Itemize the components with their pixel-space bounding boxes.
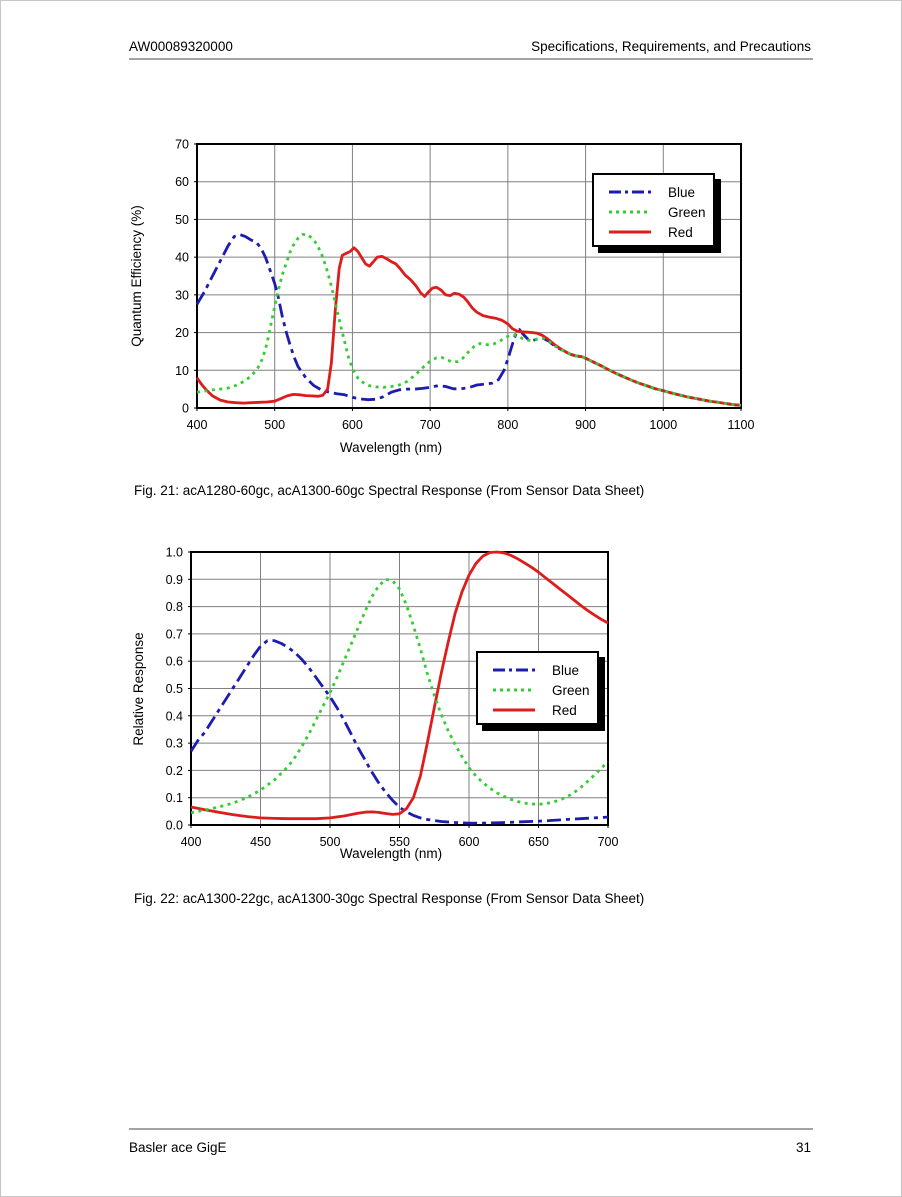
x-tick-label: 1000: [649, 418, 677, 432]
relative-response-plot: 400 450 500 550 600 650 700 0.0 0.1 0.2 0.3 0.4 0.5 0…: [121, 541, 771, 871]
y-tick-label: 70: [175, 138, 189, 152]
footer-product-name: Basler ace GigE: [129, 1140, 227, 1155]
blue-line-sample: [493, 668, 535, 672]
chart-legend: Blue Green Red: [476, 651, 599, 725]
figure-22-caption: Fig. 22: acA1300-22gc, acA1300-30gc Spec…: [134, 891, 645, 906]
x-tick-label: 600: [459, 835, 480, 849]
footer-page-number: 31: [795, 1140, 811, 1155]
header-section-title: Specifications, Requirements, and Precau…: [531, 39, 811, 54]
legend-entry-red: Red: [491, 700, 597, 720]
y-tick-label: 0.6: [166, 655, 183, 669]
series-path-blue: [189, 639, 609, 825]
y-tick-label: 60: [175, 175, 189, 189]
x-axis-title: Wavelength (nm): [340, 846, 442, 861]
chart-canvas: 400 450 500 550 600 650 700 0.0 0.1 0.2 0.3 0.4 0.5 0…: [131, 546, 619, 862]
x-tick-label: 700: [598, 835, 619, 849]
series-path-blue: [195, 233, 742, 407]
x-tick-label: 900: [575, 418, 596, 432]
header-rule: [129, 58, 813, 60]
y-tick-label: 0.0: [166, 819, 183, 833]
series-path-green: [196, 233, 742, 407]
y-tick-label: 1.0: [166, 546, 183, 560]
y-tick-label: 0: [182, 402, 189, 416]
legend-entry-red: Red: [607, 222, 713, 242]
y-tick-label: 40: [175, 251, 189, 265]
y-axis-title: Relative Response: [131, 632, 146, 745]
quantum-efficiency-plot: 400 500 600 700 800 900 1000 1100 0 10 20 30 40 50 60 7…: [121, 134, 771, 464]
x-tick-label: 500: [264, 418, 285, 432]
green-line-sample: [609, 210, 651, 214]
legend-entry-green: Green: [607, 202, 713, 222]
y-tick-label: 20: [175, 326, 189, 340]
y-tick-label: 30: [175, 288, 189, 302]
y-tick-label: 0.1: [166, 791, 183, 805]
legend-label: Red: [552, 702, 577, 718]
y-tick-label: 0.3: [166, 737, 183, 751]
x-tick-label: 650: [528, 835, 549, 849]
red-line-sample: [609, 230, 651, 234]
x-tick-label: 800: [497, 418, 518, 432]
x-axis-title: Wavelength (nm): [340, 440, 442, 455]
plot-border: [190, 551, 609, 826]
x-tick-label: 400: [181, 835, 202, 849]
y-tick-label: 0.5: [166, 682, 183, 696]
y-tick-label: 0.4: [166, 709, 183, 723]
green-line-sample: [493, 688, 535, 692]
figure-21-chart: 400 500 600 700 800 900 1000 1100 0 10 20 30 40 50 60 7…: [121, 134, 771, 464]
blue-line-sample: [609, 190, 651, 194]
header-doc-id: AW00089320000: [129, 39, 233, 54]
y-tick-label: 0.7: [166, 627, 183, 641]
y-tick-label: 50: [175, 213, 189, 227]
y-tick-label: 10: [175, 364, 189, 378]
legend-label: Blue: [668, 184, 696, 200]
footer-rule: [129, 1128, 813, 1130]
x-tick-label: 500: [320, 835, 341, 849]
x-tick-label: 1100: [728, 418, 755, 432]
y-tick-label: 0.9: [166, 573, 183, 587]
y-tick-label: 0.2: [166, 764, 183, 778]
figure-21-caption: Fig. 21: acA1280-60gc, acA1300-60gc Spec…: [134, 483, 645, 498]
figure-22-chart: 400 450 500 550 600 650 700 0.0 0.1 0.2 0.3 0.4 0.5 0…: [121, 541, 771, 871]
legend-entry-blue: Blue: [607, 182, 713, 202]
legend-label: Green: [668, 204, 706, 220]
x-tick-label: 700: [420, 418, 441, 432]
series-path-red: [195, 246, 742, 407]
legend-entry-blue: Blue: [491, 660, 597, 680]
legend-label: Green: [552, 682, 590, 698]
chart-legend: Blue Green Red: [592, 173, 715, 247]
red-line-sample: [493, 708, 535, 712]
x-tick-label: 550: [389, 835, 410, 849]
x-tick-label: 400: [187, 418, 208, 432]
chart-canvas: 400 500 600 700 800 900 1000 1100 0 10 20 30 40 50 60 7…: [129, 138, 755, 456]
series-path-red: [190, 550, 609, 821]
y-tick-label: 0.8: [166, 600, 183, 614]
x-tick-label: 450: [250, 835, 271, 849]
x-tick-label: 600: [342, 418, 363, 432]
legend-label: Blue: [552, 662, 580, 678]
legend-label: Red: [668, 224, 693, 240]
y-axis-title: Quantum Efficiency (%): [129, 205, 144, 347]
plot-border: [196, 143, 742, 409]
legend-entry-green: Green: [491, 680, 597, 700]
